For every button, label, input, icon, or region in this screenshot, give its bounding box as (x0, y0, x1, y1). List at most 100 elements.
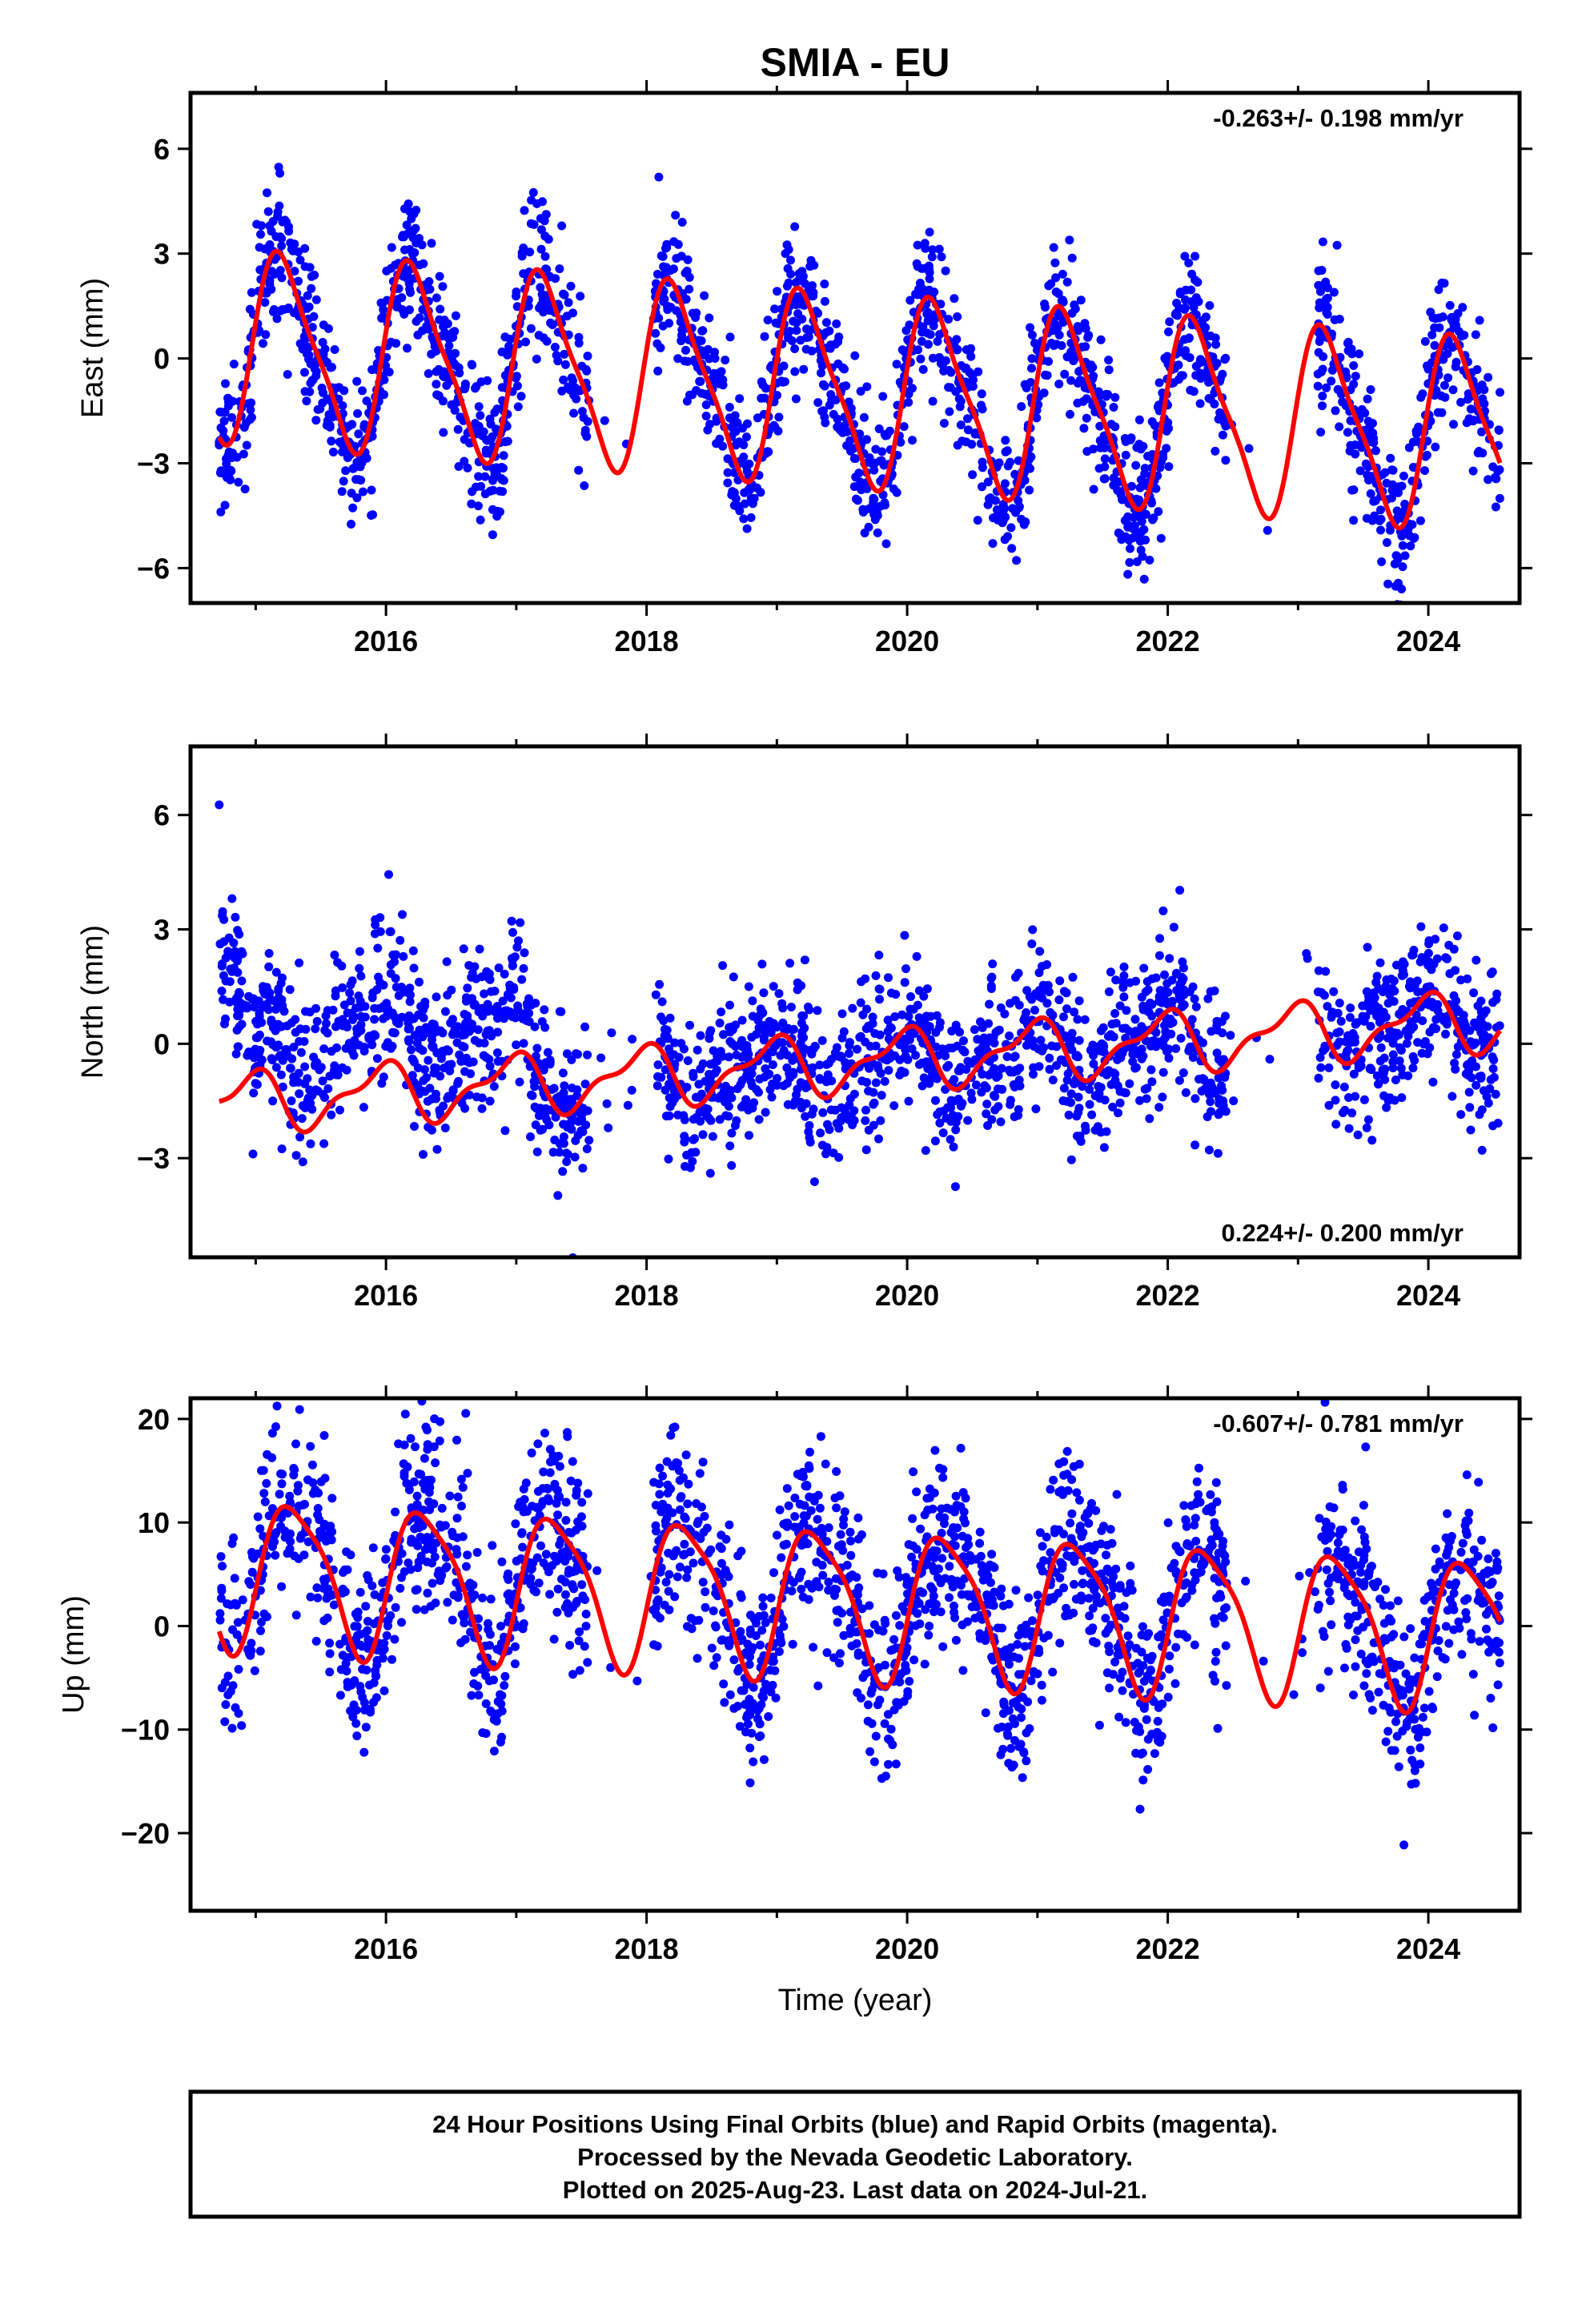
east-data-point (676, 317, 685, 327)
east-data-point (1102, 392, 1111, 401)
north-data-point (432, 1094, 440, 1104)
north-data-point (973, 1035, 982, 1044)
north-data-point (493, 1056, 503, 1066)
north-data-point (390, 1012, 400, 1022)
north-data-point (1406, 1017, 1415, 1027)
east-data-point (229, 360, 239, 369)
north-data-point (693, 1045, 702, 1055)
north-data-point (869, 1120, 878, 1130)
east-data-point (1313, 381, 1323, 391)
east-data-point (978, 482, 986, 492)
north-data-point (475, 944, 484, 954)
north-data-point (409, 963, 419, 973)
up-data-point (497, 1732, 507, 1742)
north-data-point (761, 1108, 770, 1117)
north-data-point (1363, 996, 1373, 1006)
north-data-point (997, 1063, 1006, 1073)
north-data-point (755, 1024, 765, 1034)
east-data-point (740, 499, 749, 509)
north-data-point (817, 1035, 827, 1045)
north-data-point (436, 1026, 445, 1035)
east-data-point (677, 218, 687, 227)
up-data-point (790, 1512, 800, 1522)
up-data-point (325, 1667, 335, 1677)
north-data-point (870, 1029, 880, 1038)
north-data-point (397, 983, 406, 992)
east-data-point (557, 386, 567, 396)
north-data-point (301, 1007, 310, 1016)
north-data-point (446, 1018, 456, 1027)
north-data-point (1130, 1063, 1140, 1073)
east-data-point (512, 292, 520, 301)
north-data-point (388, 1027, 398, 1037)
north-data-point (1387, 983, 1397, 993)
east-data-point (917, 263, 926, 273)
up-data-point (815, 1503, 825, 1513)
up-data-point (1357, 1525, 1367, 1534)
north-data-point (1065, 1038, 1074, 1047)
east-data-point (460, 382, 470, 392)
north-data-point (849, 1089, 859, 1099)
north-data-point (871, 971, 881, 980)
east-data-point (862, 382, 872, 392)
north-data-point (938, 1128, 948, 1138)
north-data-point (486, 987, 496, 996)
east-data-point (1437, 408, 1447, 417)
north-data-point (545, 1055, 555, 1065)
north-data-point (1406, 983, 1415, 993)
north-data-point (874, 984, 884, 994)
east-data-point (221, 379, 230, 388)
east-data-point (945, 407, 954, 416)
north-data-point (355, 947, 364, 956)
north-data-point (1115, 1001, 1125, 1011)
east-data-point (1150, 420, 1159, 430)
north-data-point (1467, 1057, 1476, 1067)
up-data-point (936, 1607, 946, 1617)
up-data-point (1367, 1706, 1377, 1715)
north-data-point (1067, 1028, 1077, 1038)
north-data-point (826, 1105, 836, 1115)
north-data-point (755, 1074, 765, 1084)
east-data-point (821, 328, 831, 337)
up-data-point (805, 1447, 814, 1457)
east-data-point (1355, 466, 1365, 476)
north-data-point (1363, 943, 1372, 952)
north-data-point (904, 1096, 913, 1106)
up-data-point (1022, 1756, 1031, 1766)
north-data-point (1366, 1006, 1375, 1015)
north-data-point (876, 1116, 885, 1125)
east-data-point (499, 451, 508, 460)
north-data-point (328, 1005, 338, 1015)
east-data-point (1355, 349, 1363, 359)
east-data-point (1002, 446, 1012, 456)
north-data-point (657, 997, 667, 1007)
north-data-point (1121, 1023, 1130, 1033)
east-data-point (524, 301, 533, 311)
north-data-point (306, 1139, 315, 1148)
up-data-point (1190, 1520, 1199, 1530)
north-data-point (407, 1045, 416, 1055)
north-data-point (375, 913, 385, 923)
east-data-point (1125, 557, 1134, 567)
east-data-point (1430, 340, 1439, 350)
up-data-point (223, 1691, 233, 1699)
up-data-point (566, 1476, 576, 1486)
north-data-point (1177, 977, 1186, 987)
up-data-point (1113, 1642, 1122, 1652)
east-data-point (1186, 385, 1195, 395)
north-data-point (1045, 987, 1054, 997)
up-data-point (540, 1429, 549, 1437)
north-data-point (731, 1020, 741, 1030)
east-data-point (1220, 355, 1230, 364)
east-data-point (685, 284, 694, 294)
north-data-point (708, 1132, 717, 1141)
east-data-point (1212, 359, 1222, 368)
east-data-point (969, 375, 978, 384)
north-data-point (904, 1011, 913, 1021)
north-data-point (1374, 1080, 1383, 1089)
north-data-point (263, 1036, 272, 1046)
north-data-point (419, 1013, 428, 1023)
north-data-point (1431, 1015, 1441, 1024)
north-data-point (516, 918, 525, 927)
north-data-point (1074, 1104, 1084, 1113)
